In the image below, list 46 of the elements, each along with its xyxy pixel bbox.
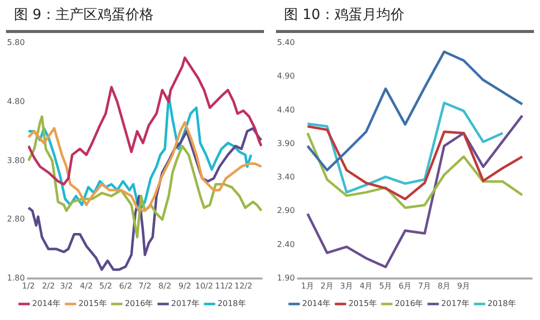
x-tick-label: 6/2 <box>119 281 132 290</box>
x-tick-label: 3/2 <box>60 281 73 290</box>
legend-label: 2015年 <box>348 299 377 308</box>
x-tick-label: 8月 <box>438 281 451 290</box>
y-tick-label: 2.90 <box>277 206 295 216</box>
x-tick-label: 7月 <box>418 281 432 290</box>
legend-label: 2017年 <box>171 299 200 308</box>
legend-label: 2016年 <box>124 299 154 308</box>
chart-title: 图 10：鸡蛋月均价 <box>276 0 534 33</box>
x-tick-label: 9/2 <box>178 281 192 290</box>
y-tick-label: 4.40 <box>277 105 295 114</box>
chart-title: 图 9：主产区鸡蛋价格 <box>6 0 264 33</box>
x-tick-label: 2/2 <box>42 281 55 290</box>
y-tick-label: 1.80 <box>7 273 25 282</box>
legend-label: 2017年 <box>441 299 470 308</box>
legend-label: 2015年 <box>78 299 107 308</box>
y-tick-label: 4.80 <box>7 96 25 106</box>
y-tick-label: 3.80 <box>7 156 25 165</box>
x-tick-label: 9月 <box>457 281 470 290</box>
legend-label: 2014年 <box>32 299 60 308</box>
y-tick-label: 1.90 <box>277 273 295 282</box>
x-tick-label: 10/2 <box>195 281 214 290</box>
x-tick-label: 6月 <box>398 281 412 290</box>
y-tick-label: 2.80 <box>7 214 25 224</box>
x-tick-label: 4/2 <box>80 281 93 290</box>
legend-label: 2014年 <box>302 299 330 308</box>
y-tick-label: 2.40 <box>277 240 295 249</box>
y-tick-label: 4.90 <box>277 72 295 81</box>
legend-label: 2016年 <box>394 299 424 308</box>
x-tick-label: 2月 <box>320 281 334 290</box>
x-tick-label: 4月 <box>360 281 373 290</box>
legend-label: 2018年 <box>488 299 516 308</box>
y-tick-label: 3.90 <box>277 138 295 148</box>
y-tick-label: 5.40 <box>277 38 295 48</box>
x-tick-label: 5月 <box>379 281 392 290</box>
x-tick-label: 7/2 <box>138 281 152 290</box>
x-tick-label: 5/2 <box>99 281 112 290</box>
y-tick-label: 3.40 <box>277 172 295 182</box>
x-tick-label: 1月 <box>301 281 314 290</box>
y-tick-label: 5.80 <box>7 38 25 48</box>
x-tick-label: 3月 <box>340 281 354 290</box>
x-tick-label: 12/2 <box>234 281 252 290</box>
x-tick-label: 11/2 <box>215 281 234 290</box>
x-tick-label: 1/2 <box>22 281 35 290</box>
x-tick-label: 8/2 <box>158 281 172 290</box>
legend-label: 2018年 <box>218 299 246 308</box>
